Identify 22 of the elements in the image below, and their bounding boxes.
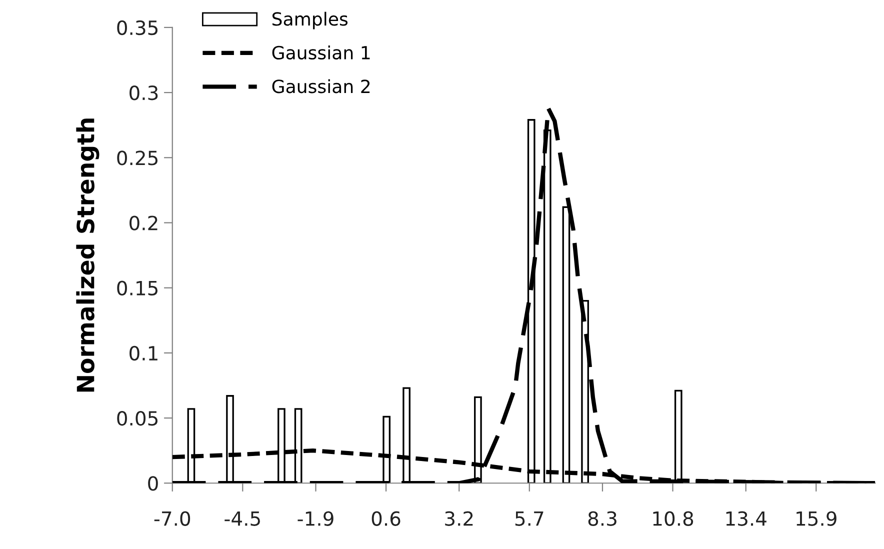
legend-label: Samples (272, 12, 348, 30)
y-tick-label: 0 (148, 476, 158, 491)
y-tick-label: 0.35 (117, 20, 158, 36)
x-tick-label: 10.8 (653, 511, 694, 526)
x-tick-label: 13.4 (726, 511, 766, 526)
x-tick-label: 5.7 (515, 511, 544, 526)
y-tick-label: 0.15 (117, 280, 158, 296)
y-tick-label: 0.05 (117, 410, 158, 426)
x-tick-label: -1.9 (298, 511, 334, 526)
legend-label: Gaussian 1 (272, 46, 370, 60)
x-tick-label: -4.5 (224, 511, 260, 526)
y-tick-label: 0.1 (130, 346, 158, 361)
y-tick-label: 0.25 (117, 150, 158, 166)
y-tick-label: 0.2 (130, 216, 158, 230)
x-tick-label: 0.6 (372, 511, 400, 526)
y-tick-label: 0.3 (130, 86, 158, 100)
y-axis-title: Normalized Strength (76, 118, 100, 392)
x-tick-label: 8.3 (588, 511, 616, 526)
legend-label: Gaussian 2 (272, 79, 370, 94)
x-tick-label: -7.0 (154, 511, 190, 526)
x-tick-label: 3.2 (445, 511, 473, 526)
x-tick-label: 15.9 (796, 511, 836, 526)
